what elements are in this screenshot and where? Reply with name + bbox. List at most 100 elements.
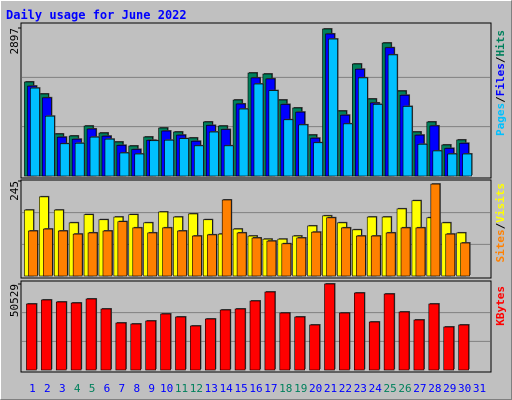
- bar: [134, 153, 145, 177]
- bar: [413, 319, 425, 371]
- bar: [147, 232, 157, 277]
- x-tick-label: 10: [160, 382, 173, 395]
- bar: [341, 227, 351, 277]
- bar: [74, 143, 85, 177]
- x-tick-label: 6: [104, 382, 111, 395]
- x-tick-label: 16: [249, 382, 262, 395]
- y-tick-label: 2897: [8, 28, 21, 55]
- x-tick-label: 25: [384, 382, 397, 395]
- bar: [89, 136, 100, 177]
- bar: [145, 320, 156, 371]
- y-tick-label: 245: [8, 181, 21, 201]
- bar: [268, 90, 279, 177]
- bar: [28, 230, 38, 277]
- bar: [70, 302, 82, 371]
- y-tick-label: 50529: [8, 284, 21, 317]
- bar: [41, 299, 52, 371]
- bar: [100, 308, 112, 371]
- x-tick-label: 14: [220, 382, 234, 395]
- bar: [358, 77, 368, 177]
- bar: [400, 227, 411, 277]
- bar: [251, 237, 262, 277]
- bar: [311, 231, 321, 277]
- bar: [238, 108, 249, 177]
- bar: [87, 232, 98, 277]
- bar: [57, 230, 68, 277]
- x-tick-label: 18: [279, 382, 292, 395]
- bar: [160, 313, 171, 371]
- x-tick-label: 8: [133, 382, 140, 395]
- x-tick-label: 15: [234, 382, 247, 395]
- legend-separator: /: [494, 96, 507, 103]
- x-tick-label: 7: [119, 382, 126, 395]
- bar: [102, 230, 113, 277]
- x-tick-label: 1: [29, 382, 36, 395]
- x-tick-label: 4: [74, 382, 81, 395]
- legend: KBytes: [494, 286, 507, 326]
- bar: [264, 291, 276, 371]
- bar: [249, 300, 261, 371]
- bar: [462, 153, 472, 177]
- bar: [236, 232, 247, 277]
- bar: [430, 183, 441, 277]
- bar: [447, 153, 458, 177]
- x-tick-label: 29: [443, 382, 456, 395]
- bar: [26, 303, 37, 371]
- x-tick-label: 11: [175, 382, 188, 395]
- bar: [279, 312, 291, 371]
- bar: [343, 123, 353, 177]
- bar: [283, 119, 294, 177]
- x-tick-label: 31: [473, 382, 486, 395]
- x-tick-label: 22: [339, 382, 352, 395]
- bar: [132, 227, 143, 277]
- bar: [221, 199, 232, 277]
- x-tick-label: 24: [369, 382, 383, 395]
- x-tick-label: 19: [294, 382, 307, 395]
- bar: [119, 152, 130, 177]
- x-tick-label: 5: [89, 382, 96, 395]
- bar: [117, 221, 128, 277]
- bar: [43, 228, 53, 277]
- bar: [204, 318, 216, 371]
- bar: [104, 138, 115, 177]
- bar: [192, 235, 202, 277]
- legend-entry: KBytes: [494, 286, 507, 326]
- bar: [130, 323, 142, 371]
- bar: [372, 104, 383, 177]
- legend-separator: /: [494, 56, 507, 63]
- bar: [179, 138, 189, 177]
- legend-entry: Hits: [494, 30, 507, 57]
- bar: [206, 234, 217, 277]
- bar: [298, 124, 309, 177]
- bar: [368, 321, 380, 371]
- bar: [385, 232, 396, 277]
- x-tick-label: 20: [309, 382, 322, 395]
- bar: [432, 150, 443, 177]
- bar: [415, 227, 426, 277]
- bar: [234, 308, 246, 371]
- bar: [398, 311, 410, 371]
- legend: Sites/Visits: [494, 183, 507, 263]
- bar: [417, 144, 428, 177]
- bar: [162, 227, 172, 277]
- x-tick-label: 9: [148, 382, 155, 395]
- bar: [219, 309, 231, 371]
- bar: [339, 312, 350, 371]
- x-tick-label: 12: [190, 382, 203, 395]
- bar: [383, 293, 395, 371]
- bar: [190, 325, 201, 371]
- legend-entry: Files: [494, 63, 507, 96]
- bar: [324, 283, 335, 371]
- bar: [194, 145, 204, 177]
- x-tick-label: 3: [59, 382, 66, 395]
- bar: [59, 143, 70, 177]
- bar: [402, 106, 413, 177]
- x-tick-label: 30: [458, 382, 471, 395]
- x-tick-label: 17: [264, 382, 277, 395]
- bar: [149, 140, 159, 177]
- legend-entry: Pages: [494, 103, 507, 136]
- x-tick-label: 2: [44, 382, 51, 395]
- bar: [356, 235, 366, 277]
- bar: [55, 301, 67, 371]
